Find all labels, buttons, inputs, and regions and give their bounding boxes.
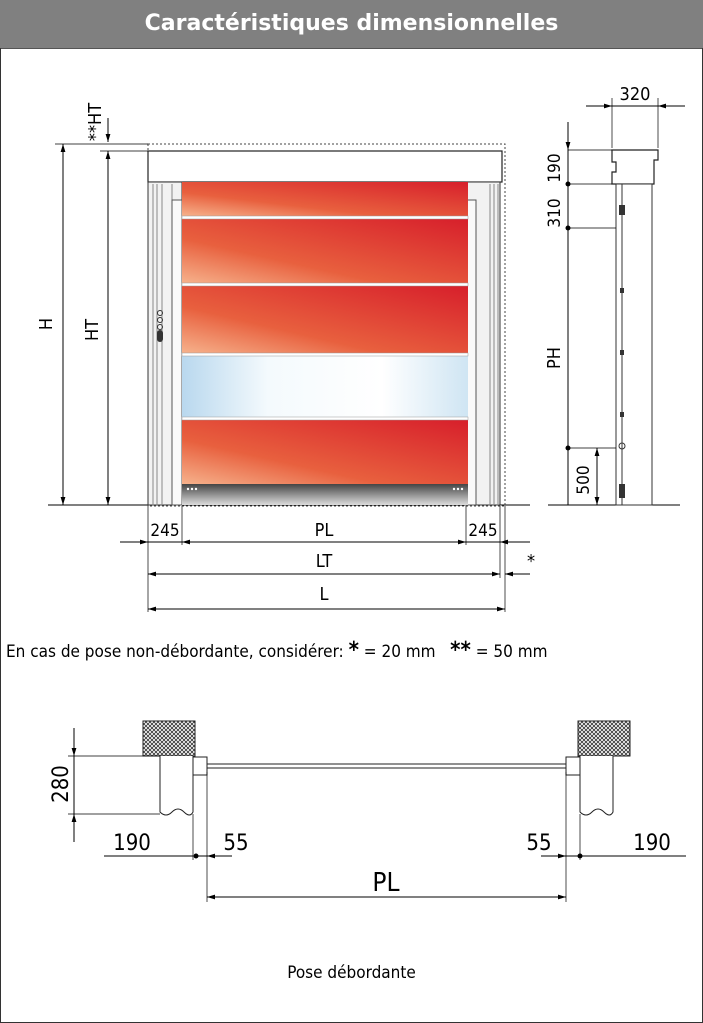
dim-280: 280 bbox=[49, 765, 74, 803]
left-column bbox=[148, 182, 182, 505]
dim-PL-plan: PL bbox=[372, 868, 399, 898]
note-double-value: = 50 mm bbox=[476, 642, 548, 662]
window-panel bbox=[182, 356, 468, 417]
right-wall bbox=[578, 721, 630, 756]
dim-H: H bbox=[36, 318, 57, 330]
dim-55-right: 55 bbox=[526, 831, 551, 856]
front-view: H HT **HT 245 PL 245 LT * L bbox=[36, 103, 535, 612]
note-single-value: = 20 mm bbox=[364, 642, 436, 662]
dim-245-right: 245 bbox=[468, 521, 497, 541]
dim-L: L bbox=[319, 584, 328, 605]
note-text: En cas de pose non-débordante, considére… bbox=[6, 642, 344, 662]
dim-PL-front: PL bbox=[315, 520, 334, 541]
dim-star-HT: **HT bbox=[85, 103, 106, 141]
left-wall bbox=[143, 721, 195, 756]
door-header-box bbox=[148, 151, 502, 182]
dim-310: 310 bbox=[545, 198, 565, 227]
dim-500: 500 bbox=[574, 465, 594, 494]
door-curtain bbox=[182, 182, 468, 505]
dim-star: * bbox=[527, 551, 535, 572]
dim-HT: HT bbox=[82, 319, 103, 341]
note-single-star: * bbox=[349, 638, 359, 663]
dim-55-left: 55 bbox=[223, 831, 248, 856]
dim-190-left: 190 bbox=[113, 831, 151, 856]
bottom-bar bbox=[182, 484, 468, 505]
dim-320: 320 bbox=[620, 84, 651, 105]
dim-190-side: 190 bbox=[545, 153, 565, 182]
plan-caption: Pose débordante bbox=[0, 963, 703, 983]
dim-LT: LT bbox=[316, 551, 333, 572]
dim-PH: PH bbox=[544, 347, 565, 369]
plan-curtain bbox=[207, 764, 566, 768]
mounting-note: En cas de pose non-débordante, considére… bbox=[6, 638, 548, 663]
plan-view: 280 190 55 55 190 PL bbox=[49, 721, 686, 902]
dim-190-right: 190 bbox=[633, 831, 671, 856]
side-header-box bbox=[612, 150, 658, 184]
right-column bbox=[466, 182, 500, 505]
side-view: 320 190 310 PH 500 bbox=[544, 84, 685, 505]
note-double-star: ** bbox=[450, 638, 471, 663]
dim-245-left: 245 bbox=[150, 521, 179, 541]
